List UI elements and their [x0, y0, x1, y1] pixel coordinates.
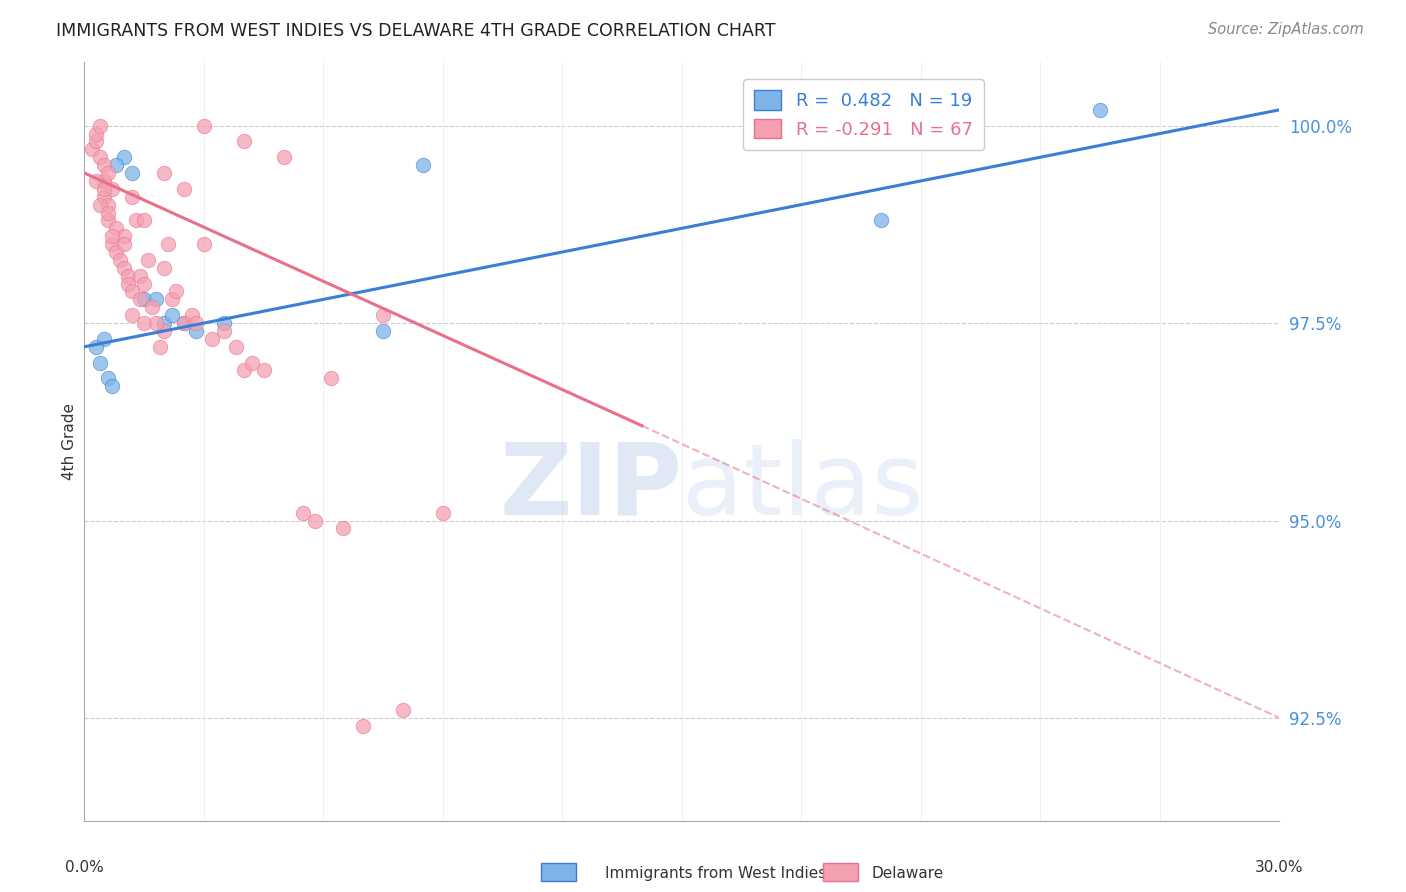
Text: IMMIGRANTS FROM WEST INDIES VS DELAWARE 4TH GRADE CORRELATION CHART: IMMIGRANTS FROM WEST INDIES VS DELAWARE … [56, 22, 776, 40]
Point [112, 260, 135, 275]
Text: Source: ZipAtlas.com: Source: ZipAtlas.com [1208, 22, 1364, 37]
Point [153, 316, 176, 330]
Point [173, 182, 195, 196]
Point [225, 340, 247, 354]
Point [86, 174, 108, 188]
Point [132, 213, 156, 227]
Point [184, 316, 207, 330]
Point [412, 158, 434, 172]
Point [117, 268, 139, 283]
Point [870, 213, 893, 227]
Point [153, 260, 176, 275]
Point [86, 135, 108, 149]
Point [112, 150, 135, 164]
Point [292, 506, 315, 520]
Point [101, 237, 124, 252]
Point [132, 293, 156, 307]
Point [173, 316, 195, 330]
Point [89, 197, 111, 211]
Point [141, 300, 163, 314]
Point [153, 166, 176, 180]
Point [121, 308, 143, 322]
Point [240, 355, 263, 369]
Point [110, 252, 132, 267]
Point [232, 135, 254, 149]
Point [132, 277, 156, 291]
Point [373, 308, 395, 322]
Point [149, 340, 172, 354]
Point [97, 205, 120, 219]
Text: atlas: atlas [682, 439, 924, 535]
Point [121, 190, 143, 204]
Point [153, 324, 176, 338]
Point [97, 371, 120, 385]
Point [392, 703, 415, 717]
Point [129, 268, 152, 283]
Point [212, 324, 235, 338]
Point [93, 332, 115, 346]
Point [93, 174, 115, 188]
Point [165, 285, 187, 299]
Point [105, 244, 128, 259]
Point [373, 324, 395, 338]
Point [101, 229, 124, 244]
Point [86, 340, 108, 354]
Point [93, 158, 115, 172]
Point [89, 150, 111, 164]
Point [97, 197, 120, 211]
Point [86, 127, 108, 141]
Point [125, 213, 148, 227]
Point [1090, 103, 1112, 117]
Point [173, 316, 195, 330]
Text: 30.0%: 30.0% [1256, 860, 1303, 874]
Point [184, 324, 207, 338]
Point [352, 719, 374, 733]
Point [112, 237, 135, 252]
Point [97, 213, 120, 227]
Point [201, 332, 224, 346]
Point [157, 237, 180, 252]
Point [432, 506, 454, 520]
Point [101, 379, 124, 393]
Point [97, 166, 120, 180]
Point [332, 521, 354, 535]
Point [145, 293, 167, 307]
Point [193, 119, 215, 133]
Point [93, 182, 115, 196]
Point [89, 119, 111, 133]
Point [253, 363, 276, 377]
Point [212, 316, 235, 330]
Point [105, 158, 128, 172]
Point [105, 221, 128, 235]
Point [101, 182, 124, 196]
Point [321, 371, 343, 385]
Point [145, 316, 167, 330]
Text: 0.0%: 0.0% [65, 860, 104, 874]
Point [273, 150, 295, 164]
Point [132, 316, 156, 330]
Point [181, 308, 204, 322]
Point [121, 166, 143, 180]
Point [89, 355, 111, 369]
Point [129, 293, 152, 307]
Point [160, 308, 183, 322]
Point [93, 190, 115, 204]
Text: Delaware: Delaware [872, 866, 943, 881]
Point [121, 285, 143, 299]
Text: Immigrants from West Indies: Immigrants from West Indies [605, 866, 825, 881]
Legend: R =  0.482   N = 19, R = -0.291   N = 67: R = 0.482 N = 19, R = -0.291 N = 67 [744, 79, 984, 150]
Y-axis label: 4th Grade: 4th Grade [62, 403, 77, 480]
Point [193, 237, 215, 252]
Point [160, 293, 183, 307]
Text: ZIP: ZIP [499, 439, 682, 535]
Point [232, 363, 254, 377]
Point [117, 277, 139, 291]
Point [112, 229, 135, 244]
Point [82, 142, 104, 156]
Point [304, 514, 326, 528]
Point [136, 252, 159, 267]
